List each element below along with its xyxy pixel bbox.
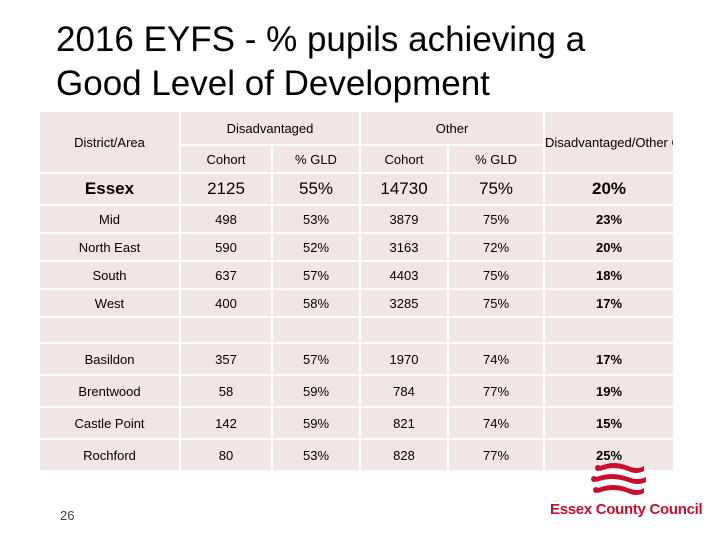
dis-cohort-cell: 2125 (181, 174, 271, 204)
oth-gld-cell: 75% (449, 206, 544, 232)
dis-gld-cell: 59% (273, 376, 360, 406)
dis-cohort-header: Cohort (181, 146, 271, 172)
dis-gld-header: % GLD (273, 146, 360, 172)
oth-gld-cell: 75% (449, 174, 544, 204)
table-row: Brentwood 58 59% 784 77% 19% (40, 376, 674, 406)
area-cell: Castle Point (40, 408, 179, 438)
gap-cell: 19% (545, 376, 674, 406)
essex-seaxes-crest-icon (591, 463, 646, 495)
dis-cohort-cell: 80 (181, 440, 271, 470)
dis-gld-cell: 57% (273, 262, 360, 288)
oth-gld-header: % GLD (449, 146, 544, 172)
slide-title: 2016 EYFS - % pupils achieving a Good Le… (56, 18, 696, 106)
area-cell: Brentwood (40, 376, 179, 406)
oth-gld-cell: 72% (449, 234, 544, 260)
dis-cohort-cell: 58 (181, 376, 271, 406)
gap-cell: 20% (545, 234, 674, 260)
oth-cohort-cell: 821 (361, 408, 448, 438)
table-row: West 400 58% 3285 75% 17% (40, 290, 674, 316)
gap-cell: 15% (545, 408, 674, 438)
gap-cell: 17% (545, 344, 674, 374)
table-row: Castle Point 142 59% 821 74% 15% (40, 408, 674, 438)
title-line-2: Good Level of Development (56, 64, 490, 103)
oth-gld-cell: 77% (449, 440, 544, 470)
dis-cohort-cell: 400 (181, 290, 271, 316)
dis-cohort-cell: 498 (181, 206, 271, 232)
oth-cohort-cell: 1970 (361, 344, 448, 374)
area-cell: Essex (40, 174, 179, 204)
seaxe-blades (591, 463, 646, 495)
table-row: Mid 498 53% 3879 75% 23% (40, 206, 674, 232)
oth-cohort-cell: 828 (361, 440, 448, 470)
oth-gld-cell: 77% (449, 376, 544, 406)
table-row-essex: Essex 2125 55% 14730 75% 20% (40, 174, 674, 204)
other-header: Other (361, 112, 544, 144)
dis-gld-cell: 58% (273, 290, 360, 316)
dis-cohort-cell: 357 (181, 344, 271, 374)
table-row: Rochford 80 53% 828 77% 25% (40, 440, 674, 470)
oth-cohort-cell: 3163 (361, 234, 448, 260)
district-header: District/Area (40, 112, 179, 172)
dis-gld-cell: 53% (273, 206, 360, 232)
spacer-row (40, 318, 674, 342)
gap-cell: 18% (545, 262, 674, 288)
area-cell: Rochford (40, 440, 179, 470)
disadvantaged-header: Disadvantaged (181, 112, 360, 144)
dis-cohort-cell: 637 (181, 262, 271, 288)
oth-cohort-cell: 14730 (361, 174, 448, 204)
dis-cohort-cell: 142 (181, 408, 271, 438)
oth-cohort-cell: 3879 (361, 206, 448, 232)
oth-cohort-header: Cohort (361, 146, 448, 172)
oth-cohort-cell: 3285 (361, 290, 448, 316)
area-cell: South (40, 262, 179, 288)
page-number: 26 (60, 508, 75, 523)
dis-gld-cell: 53% (273, 440, 360, 470)
area-cell: Mid (40, 206, 179, 232)
header-row-2: Cohort % GLD Cohort % GLD (40, 146, 673, 172)
header-row-1: District/Area Disadvantaged Other Disadv… (40, 112, 674, 172)
gap-header: Disadvantaged/Other Gap (545, 112, 674, 172)
gap-cell: 20% (545, 174, 674, 204)
area-cell: North East (40, 234, 179, 260)
dis-gld-cell: 52% (273, 234, 360, 260)
gld-table: District/Area Disadvantaged Other Disadv… (38, 110, 675, 472)
gap-cell: 23% (545, 206, 674, 232)
oth-cohort-cell: 4403 (361, 262, 448, 288)
gap-cell: 17% (545, 290, 674, 316)
dis-gld-cell: 57% (273, 344, 360, 374)
area-cell: West (40, 290, 179, 316)
title-line-1: 2016 EYFS - % pupils achieving a (56, 20, 586, 59)
table-row: North East 590 52% 3163 72% 20% (40, 234, 674, 260)
dis-cohort-cell: 590 (181, 234, 271, 260)
dis-gld-cell: 59% (273, 408, 360, 438)
oth-gld-cell: 74% (449, 408, 544, 438)
area-cell: Basildon (40, 344, 179, 374)
dis-gld-cell: 55% (273, 174, 360, 204)
table-row: Basildon 357 57% 1970 74% 17% (40, 344, 674, 374)
council-logo-text: Essex County Council (550, 501, 703, 518)
table-row: South 637 57% 4403 75% 18% (40, 262, 674, 288)
oth-gld-cell: 75% (449, 290, 544, 316)
oth-gld-cell: 74% (449, 344, 544, 374)
oth-gld-cell: 75% (449, 262, 544, 288)
oth-cohort-cell: 784 (361, 376, 448, 406)
